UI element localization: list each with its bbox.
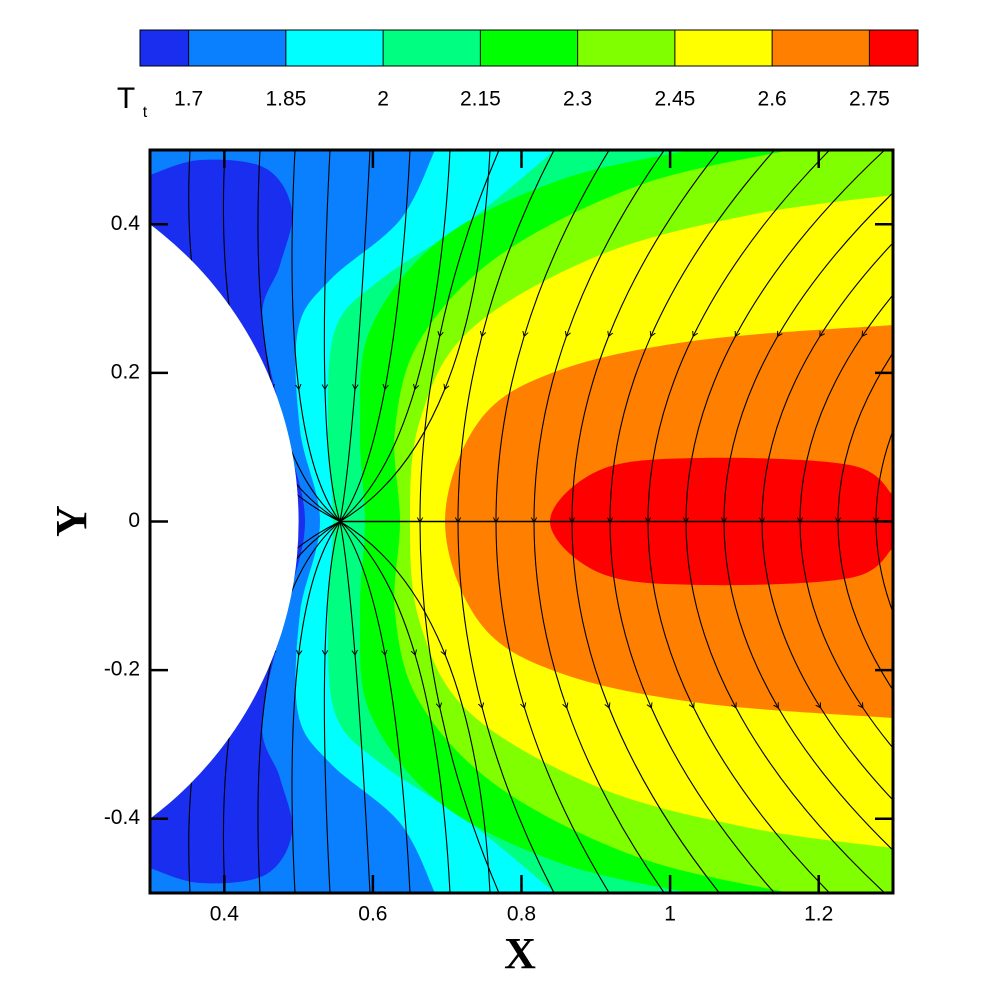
colorbar-tick-label: 2.3 (563, 88, 592, 111)
colorbar-tick-label: 2.45 (654, 88, 695, 111)
y-axis-title: Y (47, 505, 96, 537)
colorbar-swatch (772, 30, 870, 66)
colorbar-tick-label: 2.75 (849, 88, 890, 111)
colorbar-tick-label: 2 (377, 88, 389, 111)
colorbar-swatch (383, 30, 481, 66)
colorbar-tick-label: 1.85 (265, 88, 306, 111)
y-tick-label: -0.4 (104, 806, 141, 829)
y-tick-label: 0 (128, 509, 140, 532)
x-tick-label: 1 (664, 903, 676, 926)
x-axis-title: X (504, 929, 536, 978)
x-tick-label: 0.8 (507, 903, 536, 926)
y-tick-label: 0.2 (111, 360, 140, 383)
colorbar-tick-label: 2.15 (460, 88, 501, 111)
colorbar-swatch (140, 30, 189, 66)
x-tick-label: 0.4 (210, 903, 240, 926)
colorbar-swatch (188, 30, 286, 66)
x-tick-label: 0.6 (358, 903, 387, 926)
colorbar-tick-label: 2.6 (758, 88, 787, 111)
streamline (914, 150, 996, 893)
colorbar-swatch (577, 30, 675, 66)
y-tick-label: 0.4 (111, 212, 141, 235)
colorbar-frame (139, 29, 919, 67)
y-tick-label: -0.2 (104, 658, 140, 681)
plot-area (150, 150, 996, 893)
plot-frame (148, 148, 895, 895)
x-tick-label: 1.2 (804, 903, 833, 926)
cylinder (150, 224, 299, 819)
colorbar-swatch (480, 30, 578, 66)
colorbar-title-subscript: t (143, 104, 148, 121)
colorbar-swatch (674, 30, 773, 66)
colorbar-swatch (869, 30, 918, 66)
colorbar-title: T (117, 82, 135, 115)
colorbar-swatch (285, 30, 384, 66)
colorbar-tick-label: 1.7 (174, 88, 203, 111)
